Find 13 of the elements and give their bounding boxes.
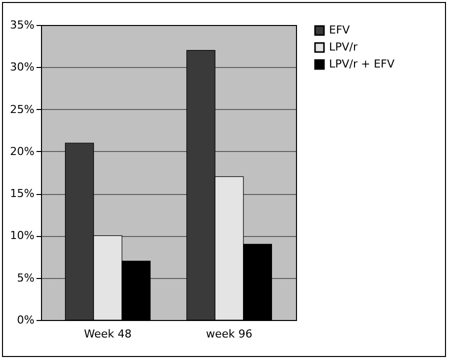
legend-label: LPV/r <box>329 40 358 54</box>
legend-label: LPV/r + EFV <box>329 58 395 70</box>
y-tick-label: 5% <box>17 271 34 284</box>
y-tick-label: 10% <box>10 229 34 242</box>
y-tick-label: 25% <box>10 102 34 116</box>
x-tick-label: week 96 <box>206 328 252 340</box>
y-tick-label: 35% <box>10 18 34 32</box>
legend-label: EFV <box>329 24 350 36</box>
y-tick-label: 15% <box>10 187 34 200</box>
y-tick-label: 0% <box>17 314 34 326</box>
y-tick-label: 20% <box>10 144 34 158</box>
y-tick-label: 30% <box>10 60 34 74</box>
x-tick-label: Week 48 <box>84 328 132 340</box>
